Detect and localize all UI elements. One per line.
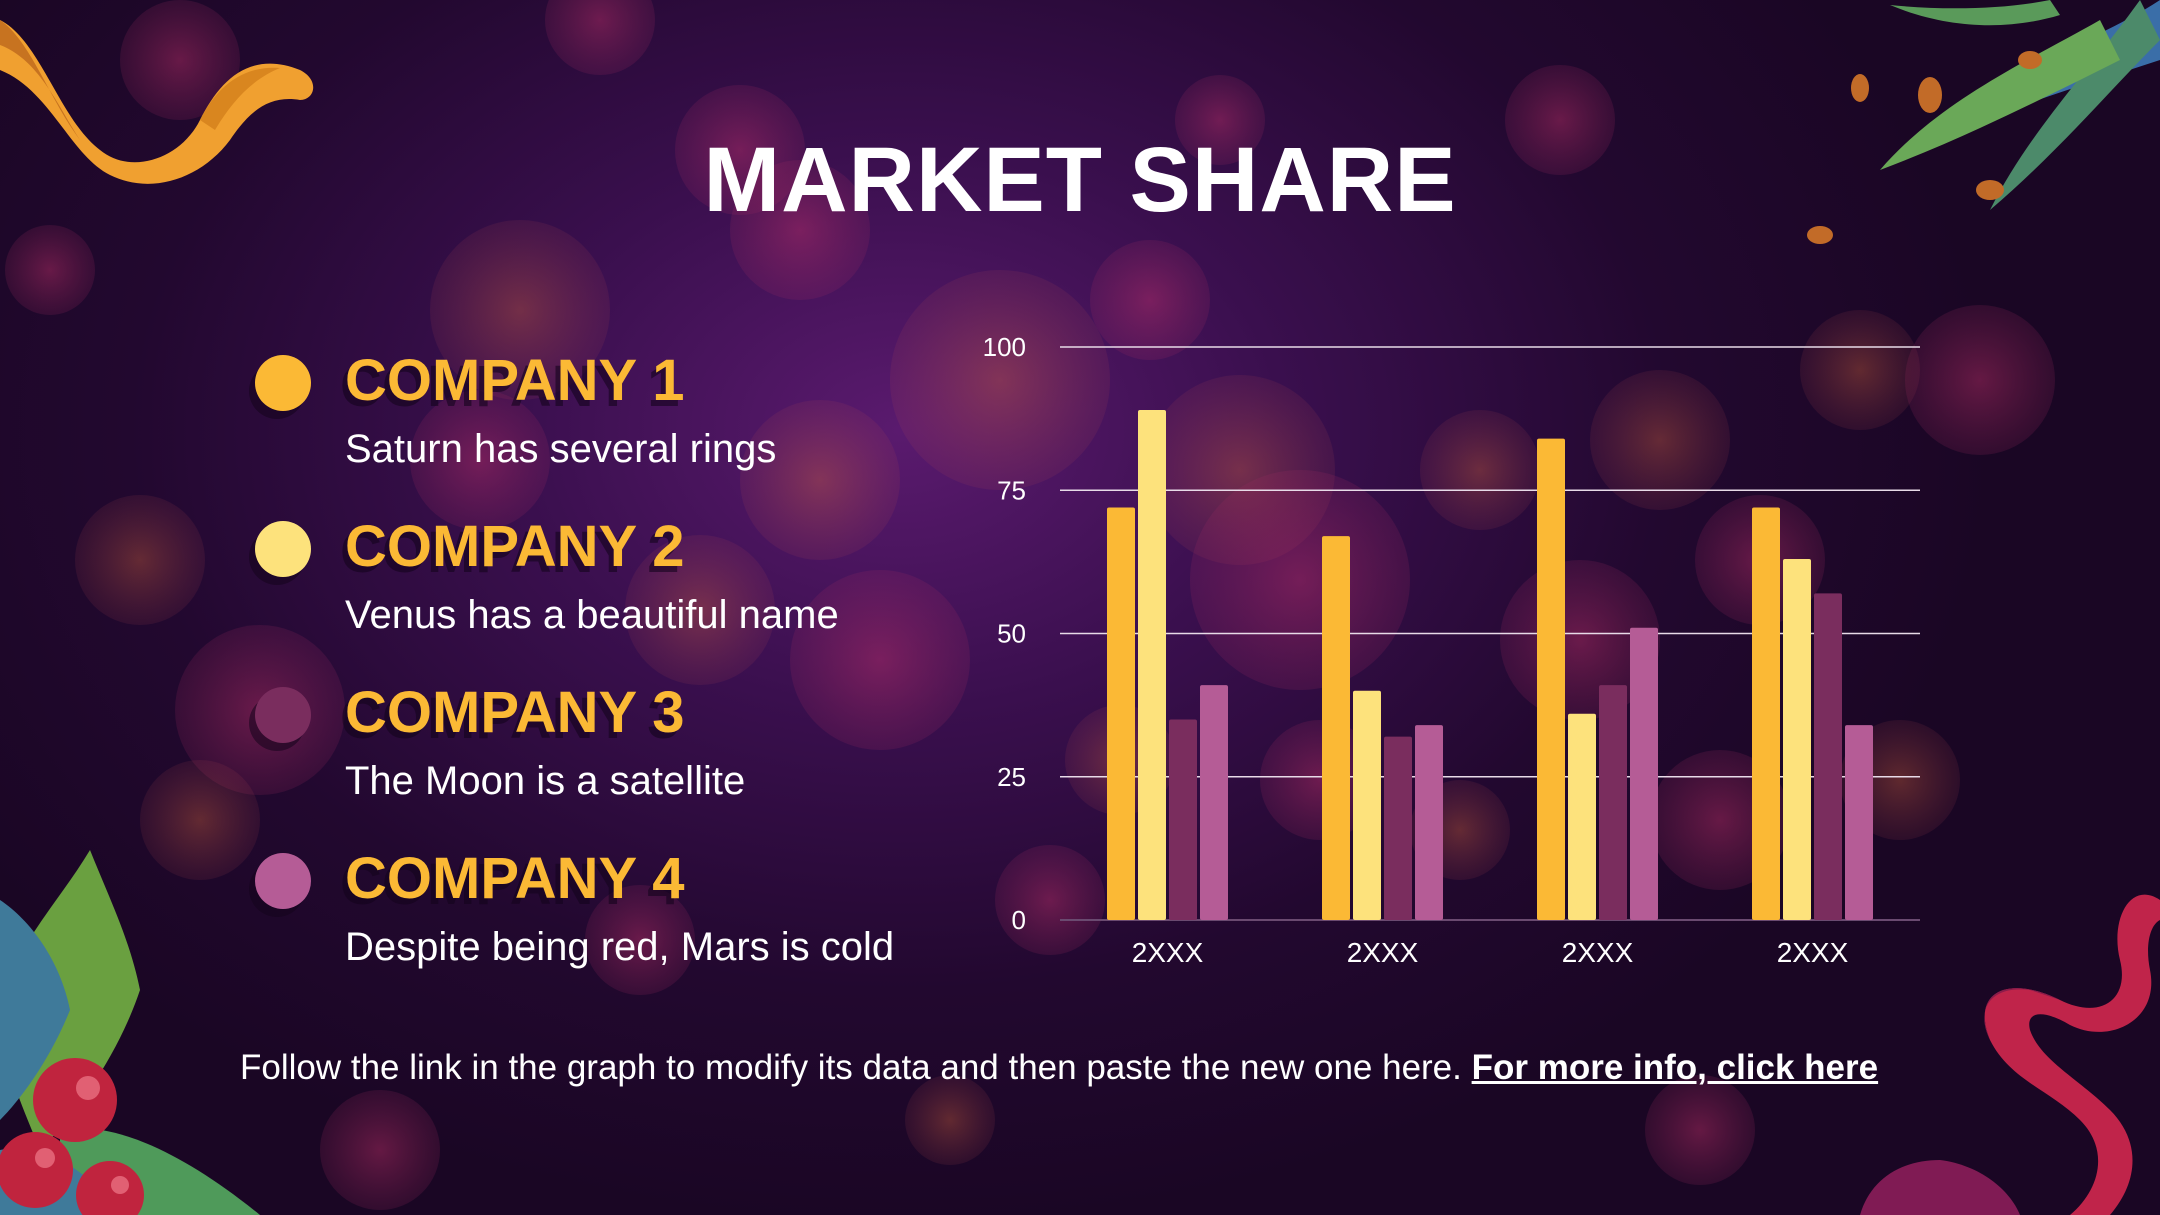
x-tick-label: 2XXX bbox=[1562, 937, 1634, 968]
legend-dot-icon bbox=[255, 355, 311, 411]
legend-label: COMPANY 1 bbox=[345, 348, 685, 413]
bar-1-4[interactable] bbox=[1752, 507, 1780, 920]
y-tick-label: 0 bbox=[1012, 905, 1026, 935]
bar-4-1[interactable] bbox=[1200, 685, 1228, 920]
page-title: MARKET SHARE bbox=[703, 129, 1457, 231]
ribbon-bottom-right-decoration bbox=[1860, 894, 2160, 1215]
y-tick-label: 100 bbox=[983, 332, 1026, 362]
legend-label: COMPANY 3 bbox=[345, 680, 685, 745]
bar-3-2[interactable] bbox=[1384, 736, 1412, 920]
holly-bottom-left-decoration bbox=[0, 850, 260, 1215]
legend-dot-icon bbox=[255, 521, 311, 577]
bar-chart[interactable]: 0 25 50 75 100 2XXX 2XXX 2XXX 2XXX bbox=[980, 320, 1940, 980]
legend-dot-icon bbox=[255, 687, 311, 743]
leaves-top-right-decoration bbox=[1807, 0, 2160, 244]
legend-description: Despite being red, Mars is cold bbox=[345, 925, 895, 969]
bar-4-3[interactable] bbox=[1630, 627, 1658, 920]
bar-2-1[interactable] bbox=[1138, 410, 1166, 920]
y-tick-label: 50 bbox=[997, 619, 1026, 649]
bar-4-4[interactable] bbox=[1845, 725, 1873, 920]
x-tick-label: 2XXX bbox=[1132, 937, 1204, 968]
bar-1-2[interactable] bbox=[1322, 536, 1350, 920]
legend-label: COMPANY 4 bbox=[345, 846, 685, 911]
bar-2-2[interactable] bbox=[1353, 690, 1381, 920]
bar-4-2[interactable] bbox=[1415, 725, 1443, 920]
legend-description: The Moon is a satellite bbox=[345, 759, 746, 803]
footer-note: Follow the link in the graph to modify i… bbox=[240, 1048, 1878, 1088]
bar-3-3[interactable] bbox=[1599, 685, 1627, 920]
bar-3-4[interactable] bbox=[1814, 593, 1842, 920]
bar-1-1[interactable] bbox=[1107, 507, 1135, 920]
more-info-link[interactable]: For more info, click here bbox=[1471, 1048, 1879, 1087]
legend-dot-icon bbox=[255, 853, 311, 909]
x-tick-label: 2XXX bbox=[1777, 937, 1849, 968]
legend-description: Saturn has several rings bbox=[345, 427, 777, 471]
legend-description: Venus has a beautiful name bbox=[345, 593, 839, 637]
bar-3-1[interactable] bbox=[1169, 719, 1197, 920]
bar-2-3[interactable] bbox=[1568, 713, 1596, 920]
legend-label: COMPANY 2 bbox=[345, 514, 685, 579]
x-tick-label: 2XXX bbox=[1347, 937, 1419, 968]
y-tick-label: 25 bbox=[997, 762, 1026, 792]
footer-text: Follow the link in the graph to modify i… bbox=[240, 1048, 1462, 1087]
bar-2-4[interactable] bbox=[1783, 559, 1811, 920]
bar-1-3[interactable] bbox=[1537, 438, 1565, 920]
y-tick-label: 75 bbox=[997, 475, 1026, 505]
ribbon-top-left-decoration bbox=[0, 20, 314, 184]
